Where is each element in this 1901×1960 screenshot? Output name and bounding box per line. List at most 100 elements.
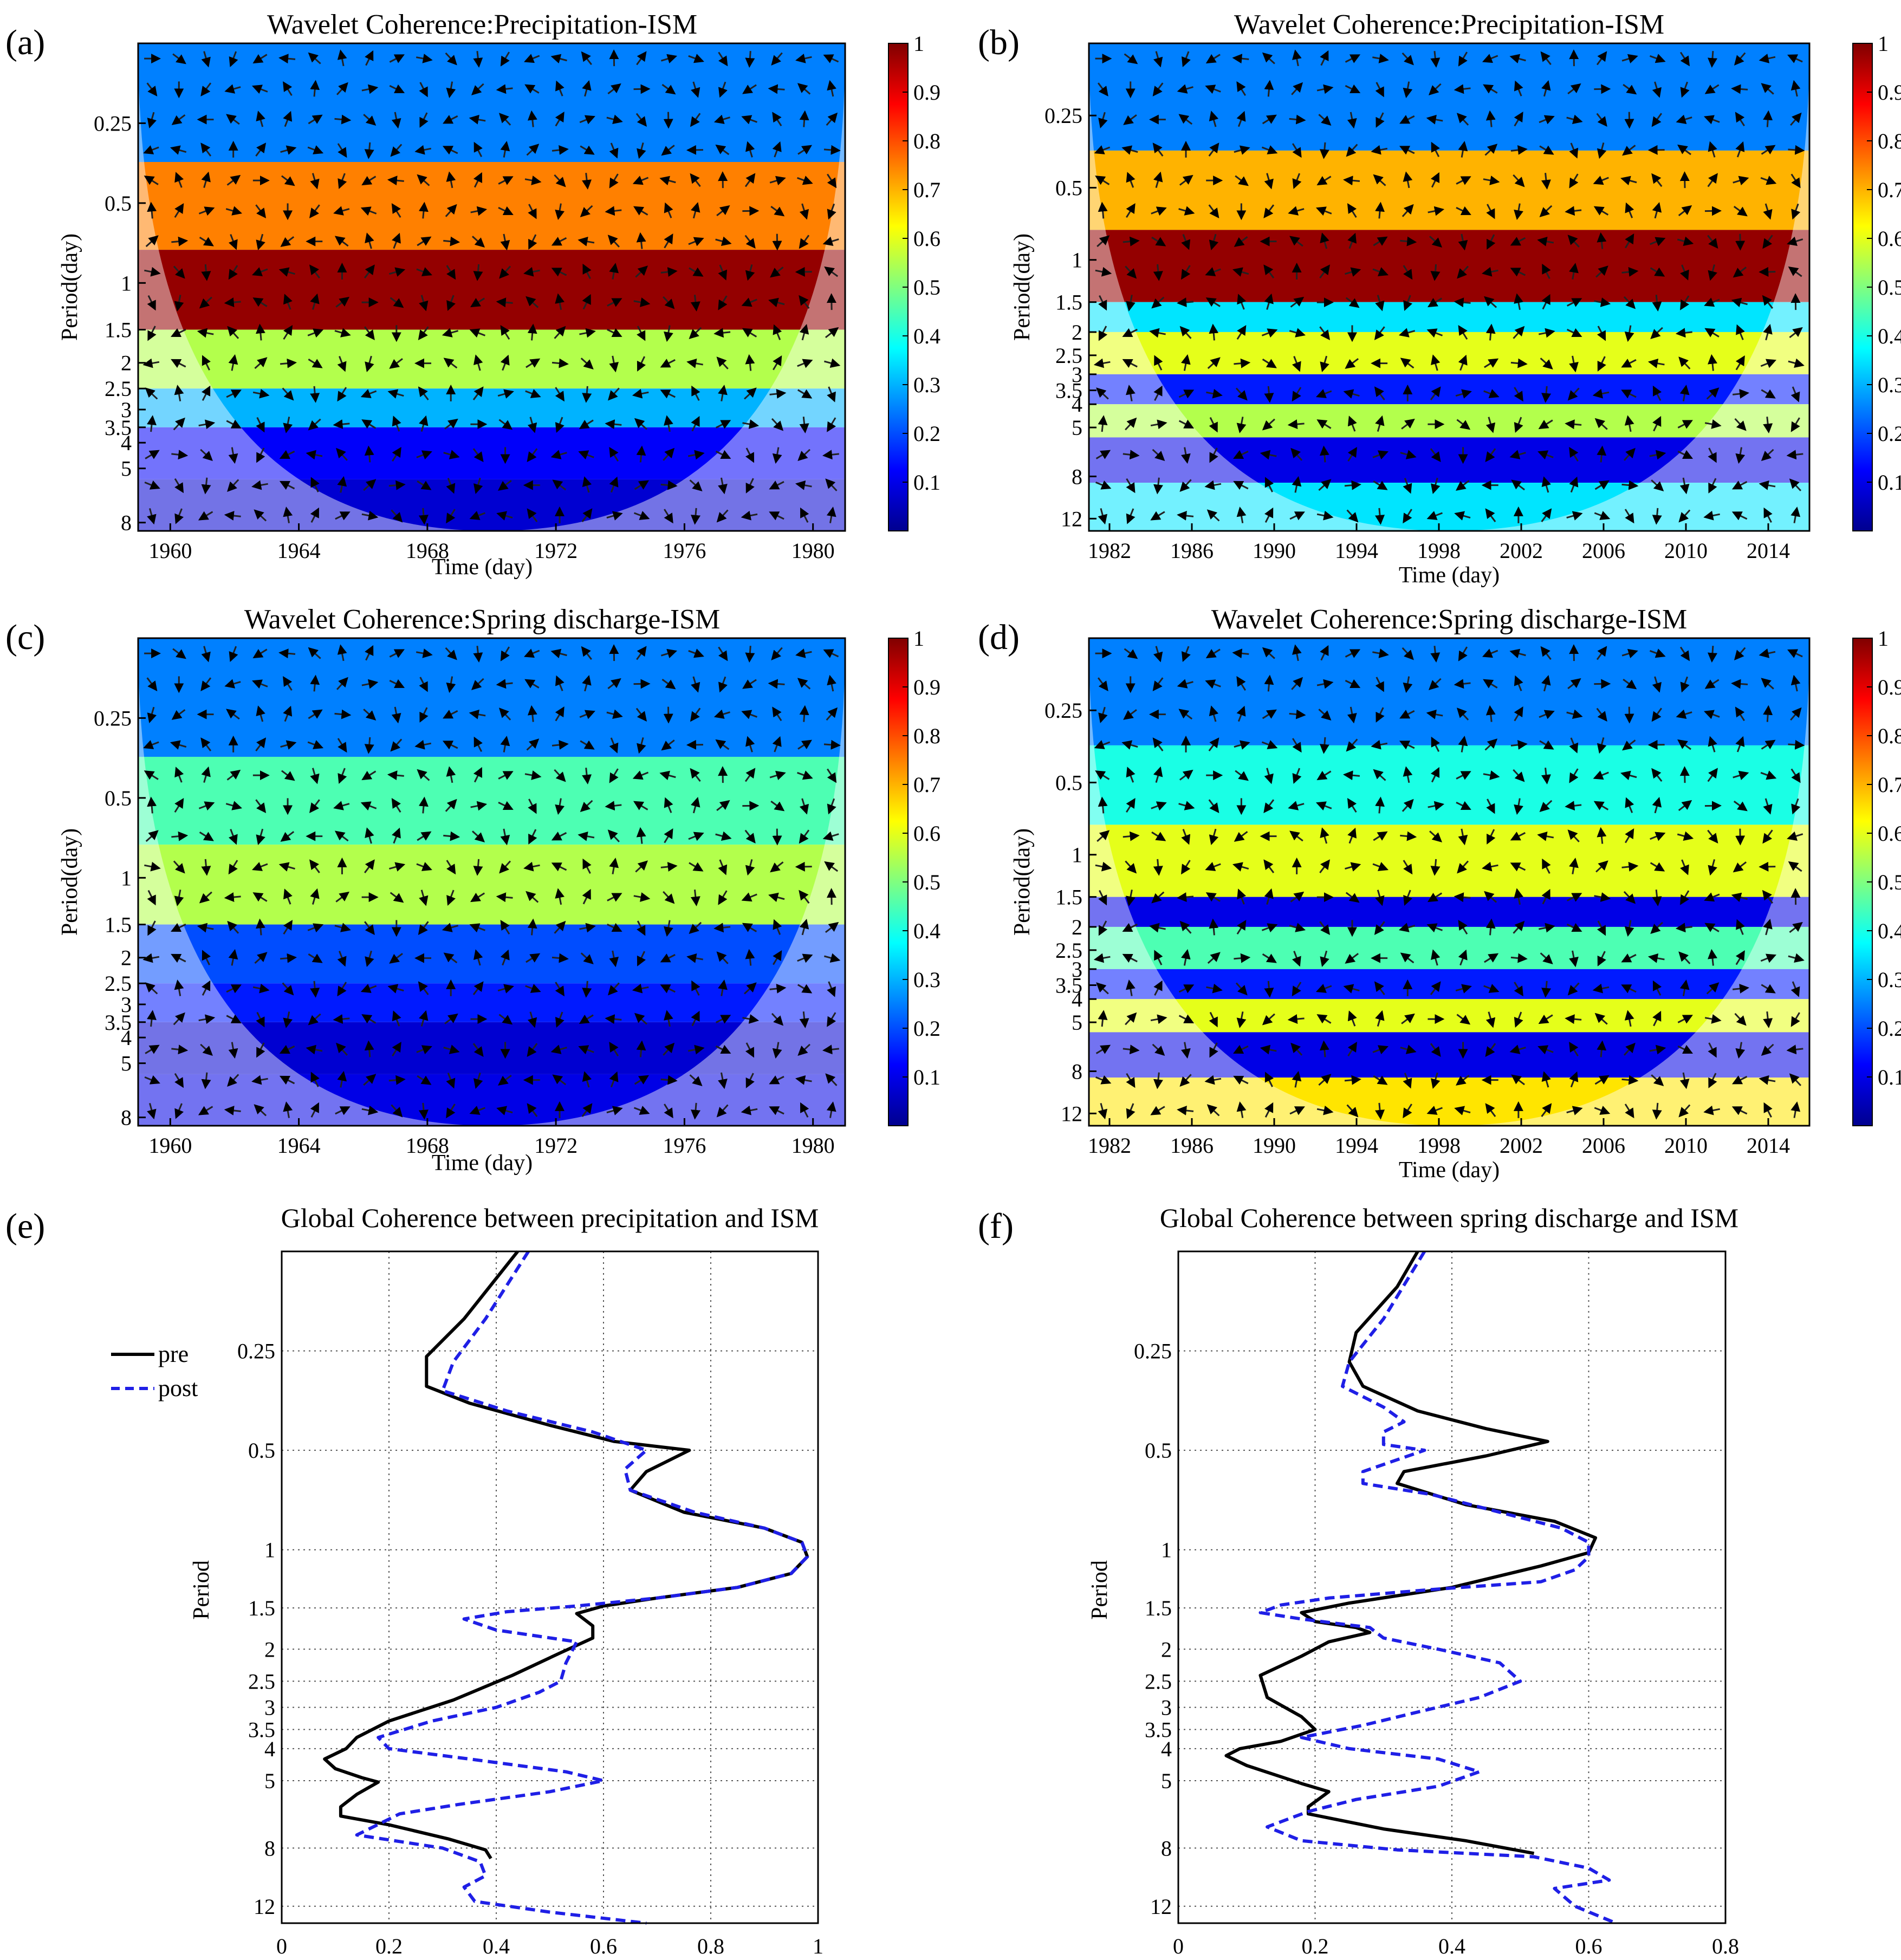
x-tick-label: 1960 — [148, 538, 192, 563]
phase-arrow — [582, 173, 592, 190]
phase-arrow — [387, 389, 404, 399]
phase-arrow — [691, 508, 700, 525]
x-tick-label: 1980 — [791, 1133, 835, 1158]
y-tick-label: 0.5 — [105, 191, 132, 216]
phase-arrow — [1292, 476, 1302, 493]
phase-arrow — [252, 297, 268, 307]
phase-arrow — [228, 234, 238, 250]
phase-arrow — [1538, 419, 1553, 430]
phase-arrow — [500, 354, 510, 371]
phase-arrow — [1345, 267, 1361, 277]
phase-arrow — [1123, 114, 1137, 125]
colorbar-tick-label: 1 — [913, 626, 924, 651]
phase-arrow — [1291, 82, 1303, 95]
phase-arrow — [772, 447, 782, 464]
phase-arrow — [1569, 263, 1579, 280]
phase-arrow — [769, 481, 784, 490]
coherence-band — [138, 162, 845, 250]
phase-arrow — [1399, 115, 1415, 124]
phase-arrow — [365, 232, 374, 249]
phase-arrow — [551, 237, 567, 246]
phase-arrow — [283, 294, 293, 310]
phase-arrow — [582, 294, 591, 310]
phase-arrow — [1677, 420, 1693, 429]
phase-arrow — [1788, 739, 1805, 750]
x-tick-label: 0.8 — [1712, 1934, 1739, 1958]
phase-arrow — [469, 511, 486, 520]
phase-arrow — [1787, 236, 1803, 246]
y-tick-label: 1 — [264, 1538, 275, 1562]
phase-arrow — [1731, 679, 1748, 689]
phase-arrow — [1540, 358, 1553, 370]
phase-arrow — [1289, 114, 1306, 125]
x-tick-label: 2002 — [1500, 1133, 1543, 1158]
y-tick-label: 2.5 — [248, 1669, 275, 1693]
phase-arrow — [797, 359, 813, 368]
phase-arrow — [1539, 115, 1555, 125]
phase-arrow — [390, 297, 404, 308]
phase-arrow — [1708, 141, 1717, 158]
y-tick-label: 0.5 — [1055, 176, 1082, 200]
phase-arrow — [361, 84, 379, 94]
phase-arrow — [1344, 480, 1361, 490]
phase-arrow — [1624, 447, 1636, 461]
phase-arrow — [1454, 511, 1471, 521]
phase-arrow — [1403, 509, 1412, 524]
phase-arrow — [772, 112, 782, 127]
phase-arrow — [497, 389, 514, 399]
phase-arrow — [310, 386, 320, 403]
y-tick-label: 12 — [1150, 1894, 1172, 1919]
phase-arrow — [1734, 52, 1746, 66]
phase-arrow — [226, 174, 241, 186]
phase-arrow — [1206, 388, 1223, 399]
colorbar-tick-label: 0.7 — [913, 773, 940, 797]
y-axis-label: Period(day) — [57, 828, 82, 936]
phase-arrow — [1539, 145, 1554, 155]
phase-arrow — [1315, 389, 1332, 398]
phase-arrow — [1593, 206, 1609, 216]
y-tick-label: 0.25 — [94, 111, 132, 135]
phase-arrow — [1347, 112, 1357, 129]
colorbar-tick-label: 0.4 — [1878, 324, 1901, 348]
phase-arrow — [338, 173, 347, 189]
phase-arrow — [1260, 450, 1277, 460]
y-tick-label: 3 — [121, 398, 132, 422]
phase-arrow — [1541, 476, 1551, 493]
phase-arrow — [660, 359, 676, 368]
phase-arrow — [823, 358, 841, 368]
phase-arrow — [1707, 235, 1718, 249]
phase-arrow — [1401, 418, 1415, 430]
phase-arrow — [1735, 355, 1745, 371]
phase-arrow — [1649, 450, 1666, 460]
phase-arrow — [770, 267, 784, 278]
panel-title: Global Coherence between spring discharg… — [1160, 1203, 1738, 1233]
phase-arrow — [496, 84, 513, 94]
y-tick-label: 8 — [1072, 1059, 1082, 1083]
phase-arrow — [1708, 646, 1718, 663]
phase-arrow — [228, 447, 238, 464]
phase-arrow — [773, 355, 782, 371]
phase-arrow — [1596, 51, 1607, 66]
phase-arrow — [663, 296, 675, 309]
phase-arrow — [174, 295, 184, 311]
phase-arrow — [251, 267, 268, 276]
phase-arrow — [1373, 236, 1388, 246]
coherence-band — [138, 924, 845, 984]
phase-arrow — [445, 52, 457, 66]
x-tick-label: 1980 — [791, 538, 835, 563]
phase-arrow — [1205, 85, 1221, 94]
phase-arrow — [1731, 481, 1748, 490]
phase-arrow — [171, 450, 189, 460]
phase-arrow — [715, 144, 730, 155]
phase-arrow — [416, 54, 433, 63]
phase-arrow — [1791, 203, 1801, 220]
phase-arrow — [337, 49, 347, 67]
phase-arrow — [1431, 141, 1440, 158]
phase-arrow — [1484, 296, 1497, 308]
phase-arrow — [1759, 54, 1776, 63]
phase-arrow — [391, 203, 401, 218]
y-tick-label: 4 — [1161, 1737, 1172, 1761]
phase-arrow — [416, 450, 432, 460]
x-tick-label: 0.2 — [375, 1934, 403, 1958]
phase-arrow — [1347, 416, 1357, 432]
